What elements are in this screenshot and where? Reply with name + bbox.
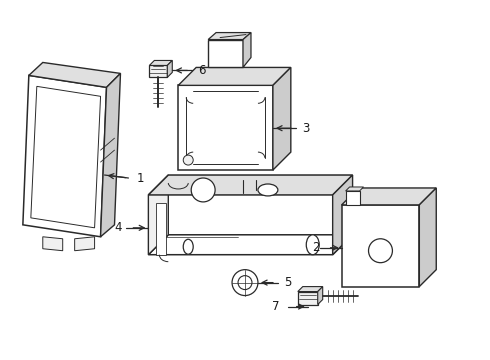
Polygon shape: [243, 32, 251, 67]
Text: 6: 6: [198, 64, 206, 77]
Polygon shape: [345, 187, 364, 191]
Polygon shape: [178, 85, 273, 170]
Text: 7: 7: [272, 300, 280, 313]
Text: 3: 3: [302, 122, 310, 135]
Polygon shape: [342, 188, 436, 205]
Polygon shape: [298, 292, 318, 305]
Text: 1: 1: [137, 171, 144, 185]
Polygon shape: [318, 287, 323, 305]
Text: 2: 2: [312, 241, 319, 254]
Circle shape: [191, 178, 215, 202]
Polygon shape: [23, 75, 106, 237]
Polygon shape: [148, 175, 168, 255]
Polygon shape: [208, 40, 243, 67]
Polygon shape: [29, 62, 121, 87]
Polygon shape: [167, 60, 172, 77]
Polygon shape: [156, 203, 166, 255]
Text: 4: 4: [115, 221, 122, 234]
Polygon shape: [298, 287, 323, 292]
Polygon shape: [100, 73, 121, 237]
Polygon shape: [149, 66, 167, 77]
Polygon shape: [149, 60, 172, 66]
Polygon shape: [333, 175, 353, 255]
Text: 5: 5: [284, 276, 292, 289]
Polygon shape: [43, 237, 63, 251]
Ellipse shape: [258, 184, 278, 196]
Polygon shape: [31, 86, 100, 228]
Circle shape: [368, 239, 392, 263]
Circle shape: [232, 270, 258, 296]
Ellipse shape: [306, 235, 319, 255]
Circle shape: [183, 155, 193, 165]
Polygon shape: [419, 188, 436, 287]
Polygon shape: [178, 67, 291, 85]
Circle shape: [238, 276, 252, 289]
Polygon shape: [273, 67, 291, 170]
Polygon shape: [208, 32, 251, 40]
Polygon shape: [148, 175, 353, 195]
Ellipse shape: [183, 239, 193, 254]
Polygon shape: [342, 205, 419, 287]
Polygon shape: [345, 191, 360, 205]
Polygon shape: [74, 237, 95, 251]
Polygon shape: [148, 235, 353, 255]
